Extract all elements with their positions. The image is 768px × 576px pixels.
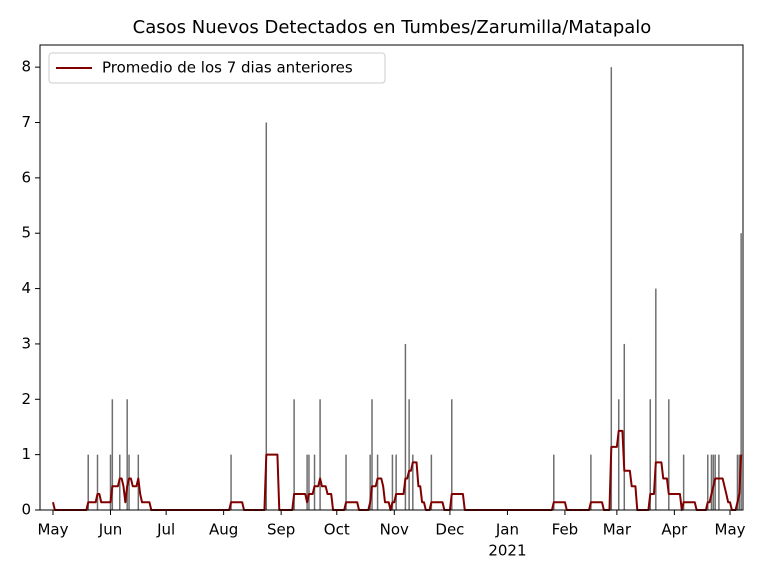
bar [553, 454, 555, 510]
bar [404, 343, 407, 510]
x-tick-label: Sep [267, 521, 295, 539]
x-tick-label: May [715, 521, 746, 539]
chart-title: Casos Nuevos Detectados en Tumbes/Zarumi… [133, 17, 652, 38]
bar [623, 343, 626, 510]
y-tick-label: 8 [21, 58, 31, 76]
plot-frame [39, 44, 744, 511]
bar [412, 454, 414, 510]
bar [96, 454, 99, 510]
bar [707, 454, 709, 510]
legend-label: Promedio de los 7 dias anteriores [102, 59, 353, 77]
bar [710, 454, 713, 510]
bar [408, 399, 410, 510]
y-tick-label: 6 [21, 168, 31, 186]
x-tick-label: Jul [156, 521, 175, 539]
x-tick-label: Dec [435, 521, 464, 539]
bar [430, 454, 433, 510]
bar [610, 67, 613, 511]
y-tick-label: 3 [21, 334, 31, 352]
bar [617, 399, 620, 510]
bar [736, 454, 739, 510]
y-tick-label: 7 [21, 113, 31, 131]
x-tick-label: Oct [324, 521, 350, 539]
bar [111, 399, 114, 510]
bar [369, 454, 371, 510]
average-line [52, 429, 743, 511]
bar [395, 454, 397, 510]
x-tick-label: Apr [661, 521, 688, 539]
x-tick-label: Aug [209, 521, 238, 539]
bar [590, 454, 592, 510]
bar [109, 454, 112, 510]
bar [319, 399, 321, 510]
bar [345, 454, 347, 510]
bar [230, 454, 232, 510]
x-tick-label: Nov [380, 521, 409, 539]
bar [655, 288, 657, 510]
bar [306, 454, 308, 510]
bar [391, 454, 394, 510]
y-tick-label: 2 [21, 390, 31, 408]
bar [308, 454, 310, 510]
x-tick-label: May [37, 521, 68, 539]
y-tick-label: 0 [21, 501, 31, 519]
bar [682, 454, 685, 510]
x-tick-label: Mar [603, 521, 632, 539]
x-year-label: 2021 [488, 542, 526, 560]
y-tick-label: 5 [21, 224, 31, 242]
bar [313, 454, 316, 510]
bar [265, 122, 268, 510]
bar [718, 454, 720, 510]
bar [668, 399, 670, 510]
bar [87, 454, 89, 510]
y-tick-label: 4 [21, 279, 31, 297]
x-tick-label: Jan [495, 521, 519, 539]
legend-box [48, 52, 386, 84]
bar [451, 399, 453, 510]
x-tick-label: Jun [98, 521, 122, 539]
bar [740, 233, 742, 510]
bar [649, 399, 651, 510]
x-tick-label: Feb [552, 521, 579, 539]
bar [371, 399, 373, 510]
bar [293, 399, 295, 510]
y-tick-label: 1 [21, 445, 31, 463]
bar [126, 399, 128, 510]
